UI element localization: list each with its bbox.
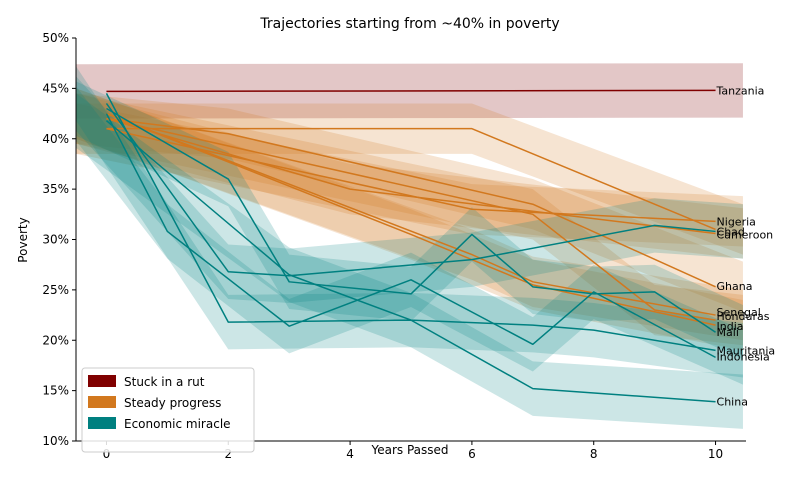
band-chad (76, 103, 743, 255)
label-ghana: Ghana (717, 280, 753, 293)
x-tick-label: 6 (468, 447, 476, 461)
line-ghana (106, 117, 716, 288)
label-chad: Chad (717, 225, 745, 238)
label-india: India (717, 320, 744, 333)
line-mauritania (106, 107, 716, 333)
x-tick-label: 0 (103, 447, 111, 461)
line-nigeria (106, 127, 716, 223)
line-cameroon (106, 117, 716, 235)
x-tick-label: 10 (708, 447, 723, 461)
legend: Stuck in a rut Steady progress Economic mi… (81, 367, 255, 453)
band-senegal (76, 88, 743, 341)
band-india (76, 88, 743, 351)
band-china (76, 66, 743, 429)
legend-swatch (88, 375, 116, 387)
line-mali (105, 103, 716, 277)
y-tick-label: 30% (42, 233, 69, 247)
legend-label: Economic miracle (124, 417, 231, 431)
y-tick-label: 20% (42, 333, 69, 347)
label-mauritania: Mauritania (717, 344, 776, 357)
label-tanzania: Tanzania (716, 84, 765, 97)
label-indonesia: Indonesia (717, 350, 770, 363)
line-indonesia (105, 113, 716, 359)
y-tick-label: 15% (42, 384, 69, 398)
line-tanzania (106, 89, 716, 93)
label-nigeria: Nigeria (717, 215, 756, 228)
y-tick-label: 40% (42, 132, 69, 146)
legend-label: Stuck in a rut (124, 375, 205, 389)
x-axis-label: Years Passed (370, 443, 448, 457)
y-tick-label: 35% (42, 182, 69, 196)
label-mali: Mali (717, 326, 739, 339)
chart-title: Trajectories starting from ~40% in pover… (259, 16, 559, 32)
y-axis-label: Poverty (16, 217, 30, 262)
legend-swatch (88, 396, 116, 408)
y-tick-label: 10% (42, 434, 69, 448)
line-series-12 (105, 120, 716, 352)
label-china: China (717, 396, 748, 409)
band-ghana (76, 93, 743, 313)
series-lines (105, 89, 716, 403)
x-tick-label: 8 (590, 447, 598, 461)
band-mali (76, 76, 743, 303)
band-honduras (76, 93, 743, 346)
y-tick-label: 50% (42, 31, 69, 45)
legend-swatch (88, 417, 116, 429)
line-senegal (106, 112, 716, 316)
y-tick-label: 45% (42, 81, 69, 95)
label-senegal: Senegal (717, 306, 761, 319)
label-cameroon: Cameroon (717, 228, 774, 241)
line-honduras (106, 117, 716, 321)
label-honduras: Honduras (717, 310, 770, 323)
x-tick-label: 2 (224, 447, 232, 461)
x-tick-label: 4 (346, 447, 354, 461)
y-tick-label: 25% (42, 283, 69, 297)
legend-label: Steady progress (124, 396, 221, 410)
band-indonesia (76, 86, 743, 385)
line-chad (106, 127, 716, 231)
legend-box (81, 367, 255, 453)
